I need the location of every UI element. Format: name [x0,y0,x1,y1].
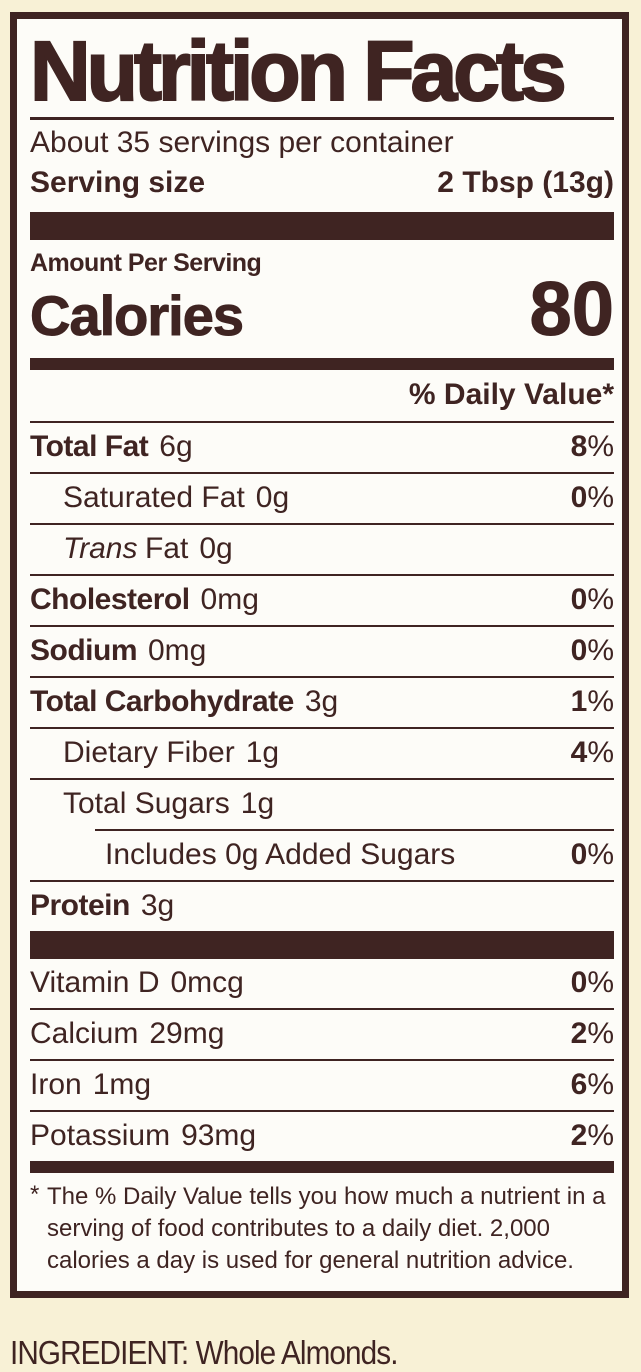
nutrient-row-protein: Protein 3g [30,880,614,931]
nutrient-daily-value: 2% [570,1119,614,1152]
nutrient-amount: 6g [159,430,193,463]
nutrition-facts-panel: Nutrition Facts About 35 servings per co… [10,12,629,1298]
nutrient-name: Total Fat [30,430,149,463]
nutrient-name: Dietary Fiber [63,736,235,769]
nutrient-row-total-carbohydrate: Total Carbohydrate 3g 1% [30,676,614,727]
nutrient-row-trans-fat: Trans Fat 0g [30,523,614,574]
nutrient-row-dietary-fiber: Dietary Fiber 1g 4% [30,727,614,778]
nutrient-name: Saturated Fat [63,481,245,514]
serving-size-value: 2 Tbsp (13g) [437,166,614,199]
vitamin-row-calcium: Calcium 29mg 2% [30,1008,614,1059]
nutrient-daily-value: 0% [570,838,614,871]
footnote-text: The % Daily Value tells you how much a n… [47,1183,606,1274]
servings-per-container: About 35 servings per container [30,126,454,159]
nutrient-name: Trans Fat [63,532,189,565]
nutrient-row-added-sugars: Includes 0g Added Sugars 0% [95,829,614,880]
nutrient-amount: 0mg [200,583,259,616]
section-bar-vitamins [30,931,614,959]
nutrient-name: Calcium [30,1017,139,1050]
calories-label: Calories [30,284,245,348]
serving-size-label: Serving size [30,166,206,199]
nutrient-amount: 0g [199,532,233,565]
nutrient-amount: 1g [245,736,280,769]
nutrient-row-cholesterol: Cholesterol 0mg 0% [30,574,614,625]
nutrient-name: Vitamin D [30,966,160,999]
nutrient-row-total-fat: Total Fat 6g 8% [30,421,614,472]
nutrient-amount: 1g [240,787,275,820]
nutrient-name: Total Carbohydrate [30,685,294,718]
nutrient-name: Includes 0g Added Sugars [105,838,456,871]
nutrient-row-saturated-fat: Saturated Fat 0g 0% [30,472,614,523]
nutrient-amount: 29mg [149,1017,225,1050]
daily-value-header: % Daily Value* [408,378,614,411]
ingredient-statement: INGREDIENT: Whole Almonds. [10,1334,398,1371]
nutrient-daily-value: 0% [570,481,614,514]
nutrient-daily-value: 2% [570,1017,614,1050]
nutrient-row-sodium: Sodium 0mg 0% [30,625,614,676]
nutrient-amount: 3g [304,685,339,718]
section-bar-top [30,212,614,240]
nutrient-amount: 0g [255,481,290,514]
nutrient-daily-value: 8% [570,430,614,463]
nutrient-daily-value: 0% [570,583,614,616]
calories-row: Calories 80 [30,267,615,358]
nutrient-name: Sodium [30,634,138,667]
vitamin-row-vitamin-d: Vitamin D 0mcg 0% [30,959,614,1008]
nutrient-amount: 0mg [148,634,207,667]
nutrient-daily-value: 0% [570,634,614,667]
serving-size-row: Serving size 2 Tbsp (13g) [30,162,614,212]
calories-value: 80 [529,267,615,352]
nutrient-name: Cholesterol [30,583,190,616]
daily-value-footnote: * The % Daily Value tells you how much a… [30,1173,614,1279]
nutrient-row-total-sugars: Total Sugars 1g [30,778,614,829]
nutrient-name: Iron [30,1068,82,1101]
panel-title: Nutrition Facts [29,24,568,118]
nutrient-daily-value: 1% [570,685,614,718]
amount-per-serving-label: Amount Per Serving [30,249,262,277]
nutrient-daily-value: 4% [570,736,614,769]
nutrient-amount: 1mg [92,1068,152,1101]
vitamin-row-potassium: Potassium 93mg 2% [30,1110,614,1161]
nutrient-amount: 93mg [181,1119,257,1152]
nutrient-name: Potassium [30,1119,171,1152]
nutrient-name: Protein [30,889,130,922]
nutrient-amount: 0mcg [170,966,244,999]
footnote-asterisk: * [30,1181,40,1208]
section-bar-calories [30,358,614,370]
nutrient-daily-value: 0% [570,966,614,999]
nutrient-amount: 3g [140,889,175,922]
nutrient-name: Total Sugars [63,787,230,820]
title-divider [30,117,614,120]
nutrient-daily-value: 6% [570,1068,614,1101]
section-bar-footnote [30,1161,614,1173]
vitamin-row-iron: Iron 1mg 6% [30,1059,614,1110]
